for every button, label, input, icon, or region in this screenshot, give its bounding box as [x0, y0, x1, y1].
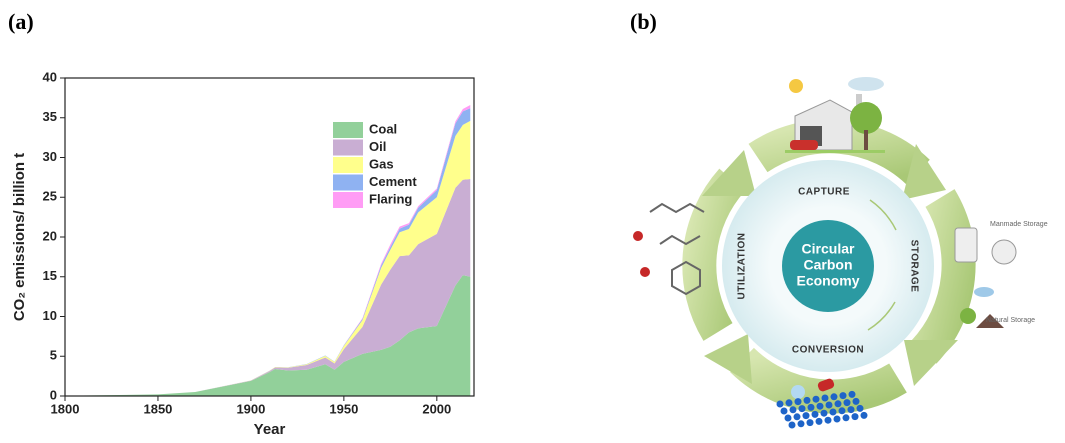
lattice-atom [830, 409, 837, 416]
arrowhead [702, 150, 756, 196]
cloud [974, 287, 994, 297]
lattice-atom [799, 405, 806, 412]
stage-label: STORAGE [908, 240, 919, 293]
x-axis-title: Year [254, 421, 286, 438]
lattice-atom [825, 417, 832, 424]
lattice-atom [839, 407, 846, 414]
atom [633, 231, 643, 241]
y-tick-label: 10 [43, 308, 57, 323]
legend-swatch [333, 122, 363, 138]
diagram: Circular Carbon Economy CAPTURE STORAGE … [633, 77, 1048, 429]
lattice-atom [853, 398, 860, 405]
center-text: Carbon [804, 257, 853, 273]
lattice-atom [813, 396, 820, 403]
arrowhead [904, 340, 958, 386]
ground [785, 150, 885, 153]
lattice-atom [804, 397, 811, 404]
lattice-atom [807, 419, 814, 426]
panel-label: (a) [8, 9, 34, 34]
y-tick-label: 20 [43, 228, 57, 243]
storage-label: Natural Storage [986, 317, 1035, 324]
lattice-atom [835, 400, 842, 407]
lattice-atom [840, 392, 847, 399]
lattice-atom [826, 402, 833, 409]
x-tick-label: 1950 [329, 401, 358, 416]
lattice-atom [843, 414, 850, 421]
legend-label: Oil [369, 139, 386, 154]
legend-swatch [333, 175, 363, 191]
atom [640, 267, 650, 277]
legend-swatch [333, 157, 363, 173]
lattice-atom [798, 420, 805, 427]
lattice-atom [808, 404, 815, 411]
storage-label: Manmade Storage [990, 221, 1048, 228]
lattice-atom [852, 413, 859, 420]
chart: 0 5 10 15 20 25 30 35 40 1800 1850 1900 1950 2000 Year… [11, 69, 474, 438]
lattice-atom [795, 398, 802, 405]
figure: (a) (b) 0 5 10 15 20 25 30 35 40 1800 1850 1900 1950… [0, 0, 1065, 443]
lattice-atom [790, 406, 797, 413]
lattice-atom [822, 395, 829, 402]
arrowhead [704, 334, 752, 384]
car [790, 140, 818, 150]
lattice-atom [834, 416, 841, 423]
lattice-atom [781, 408, 788, 415]
lattice-atom [848, 406, 855, 413]
x-tick-label: 1800 [51, 401, 80, 416]
center-text: Economy [796, 273, 859, 289]
lattice-atom [857, 405, 864, 412]
lattice-atom [821, 410, 828, 417]
trunk [864, 130, 868, 152]
lattice-atom [861, 412, 868, 419]
lattice-atom [812, 411, 819, 418]
legend-label: Coal [369, 121, 397, 136]
tank [992, 240, 1016, 264]
lattice-atom [803, 412, 810, 419]
x-tick-label: 1900 [236, 401, 265, 416]
legend-label: Flaring [369, 191, 412, 206]
tank [955, 228, 977, 262]
legend-swatch [333, 192, 363, 208]
stage-label: CAPTURE [798, 187, 850, 198]
y-tick-label: 0 [50, 387, 57, 402]
y-tick-label: 40 [43, 69, 57, 84]
legend-label: Gas [369, 156, 394, 171]
legend-swatch [333, 140, 363, 156]
tree [960, 308, 976, 324]
y-axis-title: CO₂ emissions/ billion t [11, 153, 28, 321]
x-tick-label: 2000 [422, 401, 451, 416]
sun [789, 79, 803, 93]
stage-label: CONVERSION [792, 345, 864, 356]
lattice-atom [849, 391, 856, 398]
y-tick-label: 25 [43, 189, 57, 204]
cloud [848, 77, 884, 91]
sphere [791, 385, 805, 399]
y-tick-label: 15 [43, 268, 57, 283]
lattice-atom [844, 399, 851, 406]
legend-label: Cement [369, 174, 417, 189]
lattice-atom [777, 401, 784, 408]
lattice-atom [831, 393, 838, 400]
y-tick-label: 35 [43, 109, 57, 124]
lattice-atom [817, 403, 824, 410]
lattice-atom [786, 399, 793, 406]
y-tick-label: 5 [50, 348, 57, 363]
tree [850, 102, 882, 134]
lattice-atom [785, 415, 792, 422]
center-text: Circular [802, 241, 855, 257]
lattice-atom [789, 422, 796, 429]
y-tick-label: 30 [43, 149, 57, 164]
lattice-atom [816, 418, 823, 425]
lattice-atom [794, 413, 801, 420]
x-tick-label: 1850 [143, 401, 172, 416]
stage-label: UTILIZATION [737, 233, 748, 300]
panel-label: (b) [630, 9, 657, 34]
